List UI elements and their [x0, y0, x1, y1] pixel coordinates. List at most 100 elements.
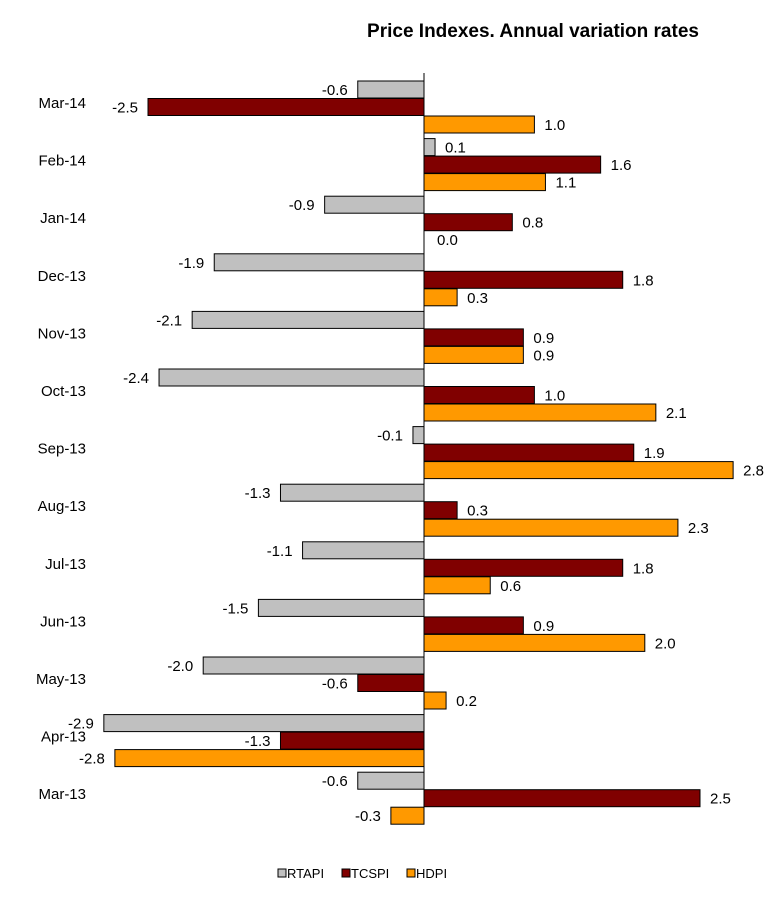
bar-rtapi — [213, 253, 425, 272]
bar-rtapi — [357, 80, 425, 99]
data-label: -1.3 — [245, 733, 271, 750]
category-label: Jul-13 — [45, 556, 86, 573]
bar-rtapi — [324, 195, 425, 214]
data-label: -2.5 — [112, 100, 138, 117]
data-label: 0.2 — [456, 693, 477, 710]
category-label: Nov-13 — [38, 325, 86, 342]
bar-rtapi — [357, 771, 425, 790]
bar-rtapi — [191, 310, 425, 329]
bar-hdpi — [423, 288, 458, 307]
legend-label-rtapi: RTAPI — [287, 866, 324, 881]
bar-hdpi — [423, 518, 679, 537]
data-label: 0.3 — [467, 503, 488, 520]
value-labels-layer: -0.6 -2.5 1.0 0.1 1.6 1.1 -0.9 0.8 0.0 -1.9 1.8 0.3… — [68, 82, 764, 825]
category-label: May-13 — [36, 671, 86, 688]
category-label: Apr-13 — [41, 729, 86, 746]
data-label: 2.1 — [666, 405, 687, 422]
bar-rtapi — [423, 138, 436, 157]
category-label: Mar-14 — [38, 95, 86, 112]
bar-rtapi — [103, 714, 425, 733]
bar-tcspi — [423, 616, 524, 635]
bar-hdpi — [423, 691, 447, 710]
legend: RTAPI TCSPI HDPI — [277, 866, 447, 881]
legend-swatch-tcspi — [341, 868, 351, 878]
data-label: 1.6 — [611, 157, 632, 174]
bar-tcspi — [147, 98, 425, 116]
data-label: 0.3 — [467, 290, 488, 307]
legend-label-tcspi: TCSPI — [351, 866, 389, 881]
bar-rtapi — [202, 656, 425, 675]
bar-hdpi — [423, 403, 657, 422]
data-label: 2.3 — [688, 520, 709, 537]
bar-tcspi — [423, 328, 524, 347]
data-label: -0.3 — [355, 808, 381, 825]
category-label: Jun-13 — [40, 613, 86, 630]
category-label: Jan-14 — [40, 210, 86, 227]
category-label: Aug-13 — [38, 498, 86, 515]
data-label: -2.9 — [68, 716, 94, 733]
data-label: -2.4 — [123, 370, 149, 387]
data-label: 0.8 — [522, 215, 543, 232]
bar-hdpi — [423, 345, 524, 364]
data-label: -1.9 — [178, 255, 204, 272]
bar-hdpi — [114, 749, 425, 768]
category-label: Feb-14 — [38, 153, 86, 170]
bar-rtapi — [158, 368, 425, 387]
data-label: -1.3 — [245, 485, 271, 502]
bar-hdpi — [390, 806, 425, 825]
bar-tcspi — [423, 213, 513, 232]
bar-rtapi — [412, 426, 425, 445]
bar-tcspi — [423, 558, 624, 577]
bar-hdpi — [423, 115, 535, 134]
data-label: 1.8 — [633, 272, 654, 289]
data-label: 0.9 — [533, 618, 554, 635]
category-label: Mar-13 — [38, 786, 86, 803]
data-label: -2.8 — [79, 751, 105, 768]
category-label: Sep-13 — [38, 441, 86, 458]
data-label: 2.5 — [710, 791, 731, 808]
data-label: 2.8 — [743, 463, 764, 480]
bar-hdpi — [423, 576, 491, 595]
bar-hdpi — [423, 633, 646, 652]
category-label: Oct-13 — [41, 383, 86, 400]
bar-tcspi — [423, 789, 701, 808]
data-label: 1.1 — [555, 175, 576, 192]
data-label: -0.1 — [377, 428, 403, 445]
bar-tcspi — [423, 270, 624, 289]
bar-rtapi — [257, 598, 425, 617]
data-label: -2.1 — [156, 312, 182, 329]
data-label: 0.0 — [437, 232, 458, 249]
data-label: -0.6 — [322, 82, 348, 99]
category-label: Dec-13 — [38, 268, 86, 285]
legend-swatch-rtapi — [277, 868, 287, 878]
data-label: 0.9 — [533, 347, 554, 364]
bar-hdpi — [423, 461, 734, 480]
bar-tcspi — [423, 443, 635, 462]
bar-tcspi — [357, 674, 425, 692]
chart-title: Price Indexes. Annual variation rates — [367, 21, 699, 42]
bar-tcspi — [423, 386, 535, 404]
legend-label-hdpi: HDPI — [416, 866, 447, 881]
data-label: 0.6 — [500, 578, 521, 595]
data-label: 0.1 — [445, 140, 466, 157]
bars-layer — [103, 80, 734, 825]
bar-tcspi — [279, 731, 425, 750]
data-label: -0.6 — [322, 676, 348, 693]
data-label: -2.0 — [167, 658, 193, 675]
data-label: 1.9 — [644, 445, 665, 462]
bar-hdpi — [423, 173, 546, 192]
data-label: -0.9 — [289, 197, 315, 214]
bar-rtapi — [302, 541, 425, 560]
data-label: -1.1 — [267, 543, 293, 560]
data-label: -1.5 — [223, 600, 249, 617]
data-label: 1.0 — [544, 117, 565, 134]
data-label: 2.0 — [655, 635, 676, 652]
data-label: -0.6 — [322, 773, 348, 790]
bar-rtapi — [279, 483, 425, 502]
legend-swatch-hdpi — [406, 868, 416, 878]
data-label: 1.8 — [633, 560, 654, 577]
category-labels-layer: Mar-14 Feb-14 Jan-14 Dec-13 Nov-13 Oct-13 Sep-… — [36, 95, 86, 803]
data-label: 0.9 — [533, 330, 554, 347]
bar-tcspi — [423, 501, 458, 520]
